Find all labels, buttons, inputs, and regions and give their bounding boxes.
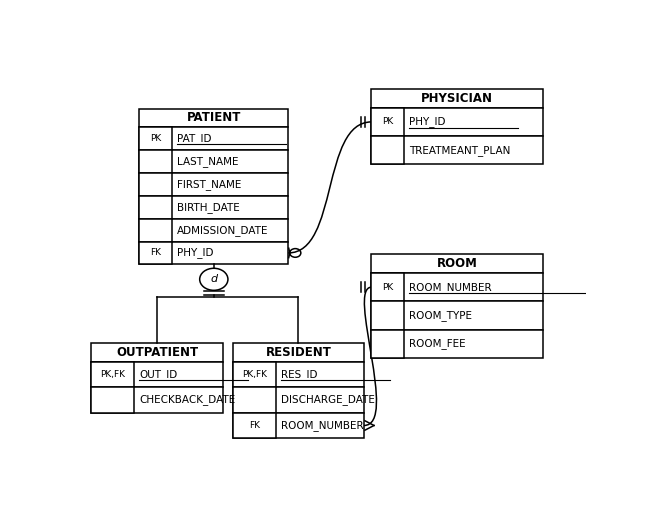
- Text: PK: PK: [382, 118, 393, 126]
- Bar: [91, 387, 134, 413]
- Text: LAST_NAME: LAST_NAME: [177, 156, 239, 167]
- Bar: [372, 330, 543, 358]
- Bar: [372, 136, 543, 165]
- Text: PAT_ID: PAT_ID: [177, 133, 212, 144]
- Bar: [139, 173, 288, 196]
- Bar: [233, 387, 275, 413]
- Bar: [91, 343, 223, 362]
- Text: ADMISSION_DATE: ADMISSION_DATE: [177, 225, 269, 236]
- Bar: [139, 196, 172, 219]
- Bar: [91, 387, 223, 413]
- Bar: [372, 301, 404, 330]
- Text: PK: PK: [382, 283, 393, 292]
- Text: PHY_ID: PHY_ID: [177, 247, 214, 259]
- Bar: [233, 343, 364, 362]
- Text: FK: FK: [249, 421, 260, 430]
- Bar: [139, 219, 288, 242]
- Text: ROOM_NUMBER: ROOM_NUMBER: [409, 282, 492, 293]
- Bar: [372, 273, 404, 301]
- Bar: [91, 362, 134, 387]
- Text: PK,FK: PK,FK: [242, 370, 267, 379]
- Text: ROOM_FEE: ROOM_FEE: [409, 338, 466, 350]
- Bar: [139, 219, 172, 242]
- Bar: [139, 242, 288, 264]
- Text: PHY_ID: PHY_ID: [409, 117, 446, 127]
- Text: DISCHARGE_DATE: DISCHARGE_DATE: [281, 394, 374, 405]
- Bar: [139, 127, 288, 150]
- Text: OUTPATIENT: OUTPATIENT: [116, 345, 198, 359]
- Text: RESIDENT: RESIDENT: [266, 345, 331, 359]
- Text: PHYSICIAN: PHYSICIAN: [421, 92, 493, 105]
- Text: PK,FK: PK,FK: [100, 370, 126, 379]
- Bar: [233, 362, 364, 387]
- Bar: [233, 387, 364, 413]
- Bar: [139, 173, 172, 196]
- Bar: [139, 196, 288, 219]
- Bar: [233, 413, 275, 438]
- Bar: [233, 362, 275, 387]
- Text: ROOM_NUMBER: ROOM_NUMBER: [281, 420, 363, 431]
- Text: PATIENT: PATIENT: [187, 111, 241, 125]
- Text: OUT_ID: OUT_ID: [139, 369, 178, 380]
- Bar: [372, 108, 404, 136]
- Bar: [372, 330, 404, 358]
- Text: d: d: [210, 274, 217, 284]
- Text: ROOM_TYPE: ROOM_TYPE: [409, 310, 473, 321]
- Text: BIRTH_DATE: BIRTH_DATE: [177, 202, 240, 213]
- Bar: [372, 254, 543, 273]
- Bar: [139, 108, 288, 127]
- Text: TREATMEANT_PLAN: TREATMEANT_PLAN: [409, 145, 510, 156]
- Text: ROOM: ROOM: [437, 257, 478, 270]
- Bar: [233, 413, 364, 438]
- Text: PK: PK: [150, 134, 161, 143]
- Bar: [91, 362, 223, 387]
- Bar: [139, 150, 172, 173]
- Bar: [372, 89, 543, 108]
- Bar: [139, 127, 172, 150]
- Bar: [139, 242, 172, 264]
- Bar: [372, 136, 404, 165]
- Bar: [139, 150, 288, 173]
- Bar: [372, 273, 543, 301]
- Text: FIRST_NAME: FIRST_NAME: [177, 179, 242, 190]
- Text: CHECKBACK_DATE: CHECKBACK_DATE: [139, 394, 236, 405]
- Bar: [372, 301, 543, 330]
- Bar: [372, 108, 543, 136]
- Text: FK: FK: [150, 248, 161, 258]
- Text: RES_ID: RES_ID: [281, 369, 317, 380]
